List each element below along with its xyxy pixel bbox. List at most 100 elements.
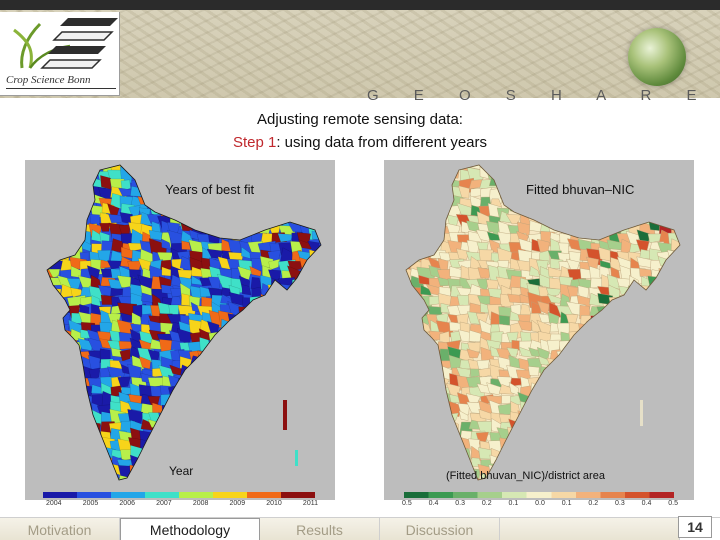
district-cell — [192, 439, 209, 455]
district-cell — [199, 476, 210, 480]
bhuvan-colorbar — [404, 492, 674, 498]
district-cell — [219, 448, 233, 461]
district-cell — [50, 225, 64, 235]
district-cell — [640, 169, 656, 183]
district-cell — [238, 347, 254, 361]
district-cell — [526, 420, 545, 430]
district-cell — [280, 447, 297, 461]
district-cell — [210, 167, 227, 178]
district-cell — [627, 337, 644, 356]
island-marker — [295, 450, 298, 466]
district-cell — [577, 445, 590, 462]
district-cell — [627, 196, 641, 211]
district-cell — [47, 399, 59, 414]
district-cell — [247, 466, 260, 480]
district-cell — [630, 440, 645, 455]
district-cell — [406, 301, 416, 320]
district-cell — [600, 436, 617, 448]
district-cell — [409, 367, 423, 381]
district-cell — [237, 266, 252, 280]
district-cell — [187, 412, 203, 427]
district-cell — [252, 373, 270, 387]
district-cell — [280, 359, 290, 370]
district-cell — [588, 339, 602, 354]
district-cell — [675, 473, 680, 480]
district-cell — [408, 212, 424, 226]
district-cell — [406, 436, 413, 455]
nav-tab-discussion[interactable]: Discussion — [380, 518, 500, 540]
district-cell — [558, 165, 572, 174]
district-cell — [261, 400, 274, 415]
district-cell — [248, 431, 260, 446]
district-cell — [679, 313, 680, 325]
district-cell — [410, 472, 428, 480]
district-cell — [406, 330, 421, 346]
district-cell — [646, 300, 659, 319]
district-cell — [276, 292, 297, 308]
district-cell — [269, 204, 286, 221]
district-cell — [566, 224, 581, 234]
district-cell — [599, 220, 615, 236]
district-cell — [107, 278, 124, 291]
district-cell — [558, 401, 575, 413]
district-cell — [47, 167, 53, 180]
district-cell — [407, 457, 420, 473]
district-cell — [220, 340, 235, 351]
district-cell — [678, 351, 680, 363]
district-cell — [269, 186, 288, 202]
district-cell — [406, 168, 418, 183]
district-cell — [59, 475, 77, 480]
nav-tab-results[interactable]: Results — [260, 518, 380, 540]
district-cell — [299, 385, 315, 394]
district-cell — [248, 311, 260, 327]
district-cell — [309, 291, 321, 309]
district-cell — [260, 187, 274, 199]
district-cell — [499, 448, 513, 463]
district-cell — [289, 319, 304, 337]
district-cell — [506, 347, 519, 358]
district-cell — [297, 393, 318, 404]
district-cell — [619, 196, 636, 212]
district-cell — [196, 417, 213, 431]
year-tick: 2004 — [46, 500, 62, 507]
district-cell — [280, 475, 293, 480]
nav-tab-blank[interactable] — [500, 518, 680, 540]
district-cell — [419, 224, 433, 240]
district-cell — [221, 364, 234, 380]
district-cell — [639, 358, 653, 369]
bhuvan-tick: 0.0 — [535, 500, 545, 507]
district-cell — [439, 458, 453, 471]
district-cell — [308, 346, 321, 361]
district-cell — [620, 340, 631, 354]
district-cell — [428, 186, 443, 203]
district-cell — [656, 358, 676, 373]
district-cell — [669, 412, 680, 430]
globe-logo-icon — [628, 28, 686, 86]
district-cell — [281, 188, 298, 200]
district-cell — [425, 356, 441, 367]
district-cell — [259, 428, 275, 441]
right-map-title: Fitted bhuvan–NIC — [526, 182, 635, 197]
district-cell — [48, 233, 65, 243]
district-cell — [231, 474, 249, 480]
nav-tab-motivation[interactable]: Motivation — [0, 518, 120, 540]
district-cell — [637, 319, 651, 336]
district-cell — [47, 337, 56, 351]
district-cell — [640, 206, 651, 218]
district-cell — [569, 435, 587, 455]
district-cell — [541, 421, 554, 434]
bhuvan-mosaic — [406, 165, 680, 480]
district-cell — [68, 166, 85, 181]
district-cell — [187, 211, 205, 229]
district-cell — [570, 167, 584, 178]
district-cell — [649, 393, 665, 405]
district-cell — [508, 170, 520, 182]
nav-tab-methodology[interactable]: Methodology — [120, 518, 260, 540]
district-cell — [269, 321, 285, 335]
district-cell — [308, 359, 321, 375]
left-map-title: Years of best fit — [165, 182, 255, 197]
district-cell — [247, 455, 265, 468]
district-cell — [196, 350, 212, 363]
district-cell — [668, 320, 680, 331]
district-cell — [587, 367, 606, 378]
